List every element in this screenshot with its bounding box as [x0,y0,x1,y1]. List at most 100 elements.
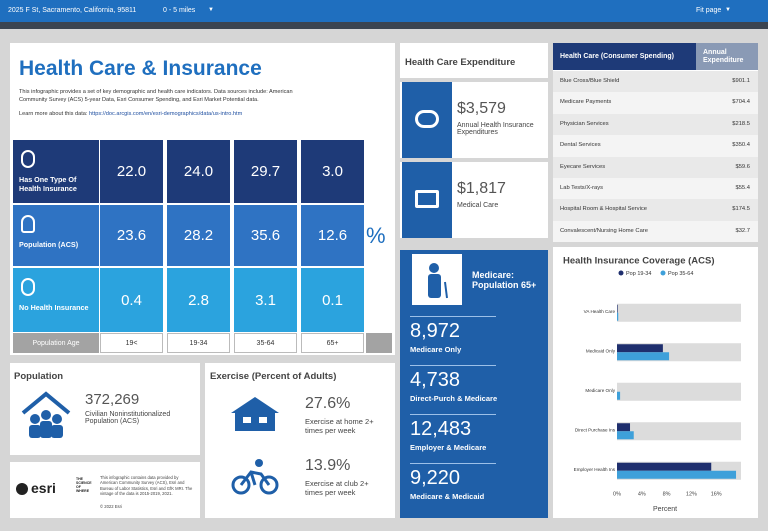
table-cell: Medicare Payments [560,99,612,106]
frame [239,470,271,486]
age-group: 19< [100,333,163,353]
senior-icon [428,263,448,299]
roof [21,391,71,415]
category-label: Employer Health Ins [574,467,616,472]
address: 2025 F St, Sacramento, California, 95811 [8,7,137,14]
bar [617,470,737,479]
esri-note: This infographic contains data provided … [100,475,193,497]
table-cell: $350.4 [732,142,750,149]
learn-more-label: Learn more about this data: [19,111,88,117]
person-head [30,414,40,424]
globe-icon [16,483,28,495]
rider-head [255,459,263,467]
category-label: Direct Purchase Ins [575,427,616,432]
bike-icon [231,459,279,495]
copyright: © 2022 Esri [100,504,122,509]
radius-dropdown[interactable]: 0 - 5 miles [163,7,196,14]
exercise-value: 13.9% [305,457,351,474]
wheel [231,475,251,495]
house [231,397,279,431]
esri-logo: esri [31,480,56,496]
medicare-title: Medicare: Population 65+ [472,270,537,290]
exercise-value: 27.6% [305,395,351,412]
bar [617,352,670,361]
expenditure-panel: Health Care Expenditure $3,579 Annual Hea… [400,43,548,240]
x-axis-label: Percent [653,506,677,513]
divider [410,316,496,317]
value-cell: 2.8 [167,268,230,332]
table-cell: $704.4 [732,99,750,106]
row-label-cell: Has One Type Of Health Insurance [13,140,99,203]
table-row: Hospital Room & Hospital Service $174.5 [553,199,758,221]
coverage-panel: Health Insurance Coverage (ACS) Pop 19-3… [553,247,758,518]
esri-tagline: THE SCIENCE OF WHERE [76,477,92,493]
value-cell: 23.6 [100,205,163,266]
icon-box [402,162,452,238]
dropdown-caret: ▼ [208,7,214,13]
bar [617,423,631,432]
medicare-value: 8,972 [410,320,461,342]
exercise-panel: Exercise (Percent of Adults) 27.6% Exerci… [205,363,395,518]
body [428,274,441,298]
table-cell: Dental Services [560,142,601,149]
panel-header: Health Care Expenditure [400,43,548,78]
panel-title: Population [14,371,64,382]
expenditure-label: Annual Health Insurance Expenditures [457,122,534,136]
main-panel: Health Care & Insurance This infographic… [10,43,395,355]
track [617,422,741,441]
table-cell: $59.6 [735,163,750,170]
bar [617,431,634,440]
table-cell: $32.7 [735,227,750,234]
title: Health Care & Insurance [19,57,262,80]
expenditure-value: $1,817 [457,180,506,197]
footer-label: Population Age [13,333,99,353]
row-label-cell: No Health Insurance [13,268,99,332]
bar [617,462,712,471]
bar [617,304,618,313]
medicare-label: Medicare & Medicaid [410,492,485,501]
people-icon [21,391,71,438]
table-header: Health Care (Consumer Spending) [553,43,696,70]
learn-more: Learn more about this data: https://doc.… [19,111,242,117]
exercise-label: Exercise at home 2+ times per week [305,417,374,435]
category-label: Medicaid Only [586,348,616,353]
person-body [40,421,52,438]
footer-filler [366,333,392,353]
spending-panel: Health Care (Consumer Spending) Annual Ex… [553,43,758,243]
track [617,303,741,322]
expenditure-box: $3,579 Annual Health Insurance Expenditur… [400,82,548,158]
table-header: Annual Expenditure [696,43,758,70]
dropdown-caret: ▼ [725,7,731,13]
person-head [41,410,51,420]
value-cell: 29.7 [234,140,297,203]
row-label: No Health Insurance [19,303,89,312]
globe [16,483,28,495]
value-cell: 24.0 [167,140,230,203]
bar [617,312,619,321]
row-label: Population (ACS) [19,240,79,249]
row-label-cell: Population (ACS) [13,205,99,266]
view-dropdown[interactable]: Fit page [696,7,722,14]
medicare-value: 9,220 [410,467,461,489]
medicare-value: 12,483 [410,418,472,440]
table-cell: Blue Cross/Blue Shield [560,78,620,84]
icon-shape [415,190,439,208]
value-cell: 0.4 [100,268,163,332]
description: This infographic provides a set of key d… [19,89,293,103]
cane [444,281,448,299]
row-icon [21,150,35,168]
data-link[interactable]: https://doc.arcgis.com/en/esri-demograph… [88,111,243,117]
age-group: 65+ [301,333,364,353]
chart-title: Health Insurance Coverage (ACS) [563,256,715,267]
person-head [52,414,62,424]
x-tick-label: 16% [711,491,722,497]
table-cell: Eyecare Services [560,163,606,170]
x-tick-label: 0% [613,491,621,497]
divider [410,365,496,366]
unit-label: % [366,223,386,248]
medicare-label: Direct-Purch & Medicare [410,394,498,403]
medicare-label: Employer & Medicare [410,443,487,452]
legend-marker [660,270,666,276]
table-row: Blue Cross/Blue Shield $901.1 [553,71,758,93]
value-cell: 3.1 [234,268,297,332]
